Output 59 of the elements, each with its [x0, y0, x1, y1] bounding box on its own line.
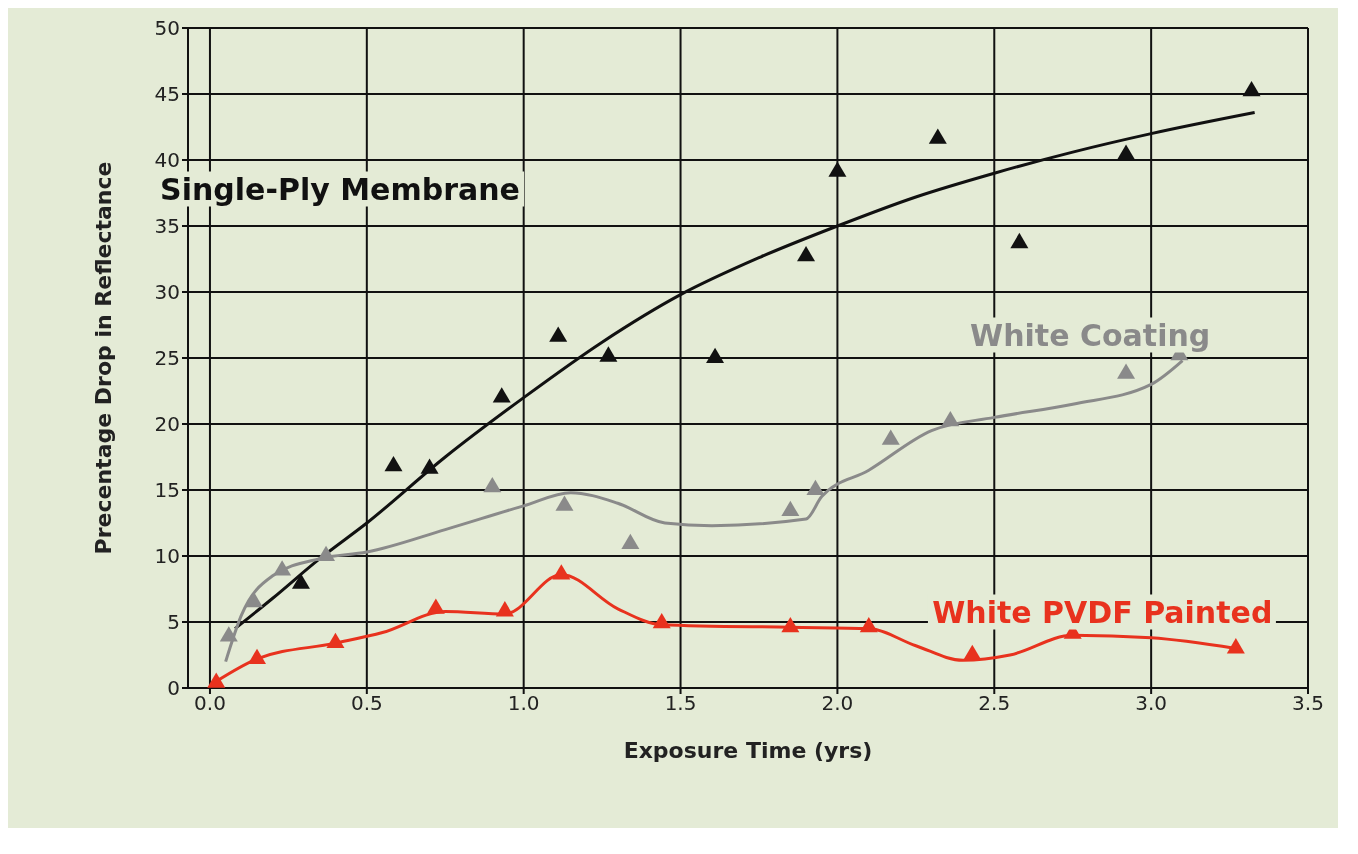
- y-axis-title: Precentage Drop in Reflectance: [90, 161, 116, 555]
- point: [928, 128, 947, 144]
- point: [797, 246, 816, 262]
- y-tick-label: 0: [167, 676, 180, 701]
- point: [207, 672, 226, 688]
- point: [248, 648, 267, 664]
- point: [1010, 232, 1029, 249]
- point: [599, 346, 618, 362]
- point: [859, 616, 878, 633]
- point: [317, 545, 336, 561]
- point: [291, 573, 310, 589]
- point: [492, 387, 511, 403]
- y-tick-label: 50: [154, 16, 180, 41]
- point: [621, 533, 640, 550]
- point: [420, 458, 439, 474]
- x-tick-label: 2.0: [821, 691, 854, 716]
- text: Single-Ply Membrane: [156, 171, 524, 207]
- point: [652, 613, 671, 629]
- point: [495, 601, 514, 617]
- point: [963, 644, 982, 660]
- point: [552, 564, 571, 580]
- point: [828, 161, 847, 177]
- point: [549, 326, 568, 342]
- point: [326, 632, 345, 649]
- point: [806, 479, 825, 495]
- point: [781, 500, 800, 517]
- series-label: White PVDF Painted: [928, 594, 1277, 630]
- y-tick-label: 15: [154, 478, 180, 503]
- point: [706, 347, 725, 363]
- y-tick-label: 40: [154, 148, 180, 173]
- x-tick-label: 1.0: [507, 691, 540, 716]
- point: [881, 429, 900, 445]
- point: [555, 495, 574, 511]
- x-tick-label: 3.0: [1135, 691, 1168, 716]
- point: [384, 455, 403, 472]
- y-tick-label: 10: [154, 544, 180, 569]
- point: [781, 616, 800, 633]
- point: [941, 411, 960, 427]
- x-axis-title: Exposure Time (yrs): [623, 738, 873, 763]
- point: [1226, 638, 1245, 654]
- point: [1242, 81, 1261, 97]
- x-tick-label: 2.5: [978, 691, 1011, 716]
- x-tick-label: 0.0: [194, 691, 226, 716]
- x-tick-label: 0.5: [350, 691, 383, 716]
- point: [483, 477, 502, 493]
- y-tick-label: 20: [154, 412, 180, 437]
- point: [219, 626, 238, 642]
- x-tick-label: 3.5: [1292, 691, 1324, 716]
- y-tick-label: 35: [154, 214, 180, 239]
- y-tick-label: 45: [154, 82, 180, 107]
- y-tick-label: 30: [154, 280, 180, 305]
- y-tick-label: 5: [167, 610, 180, 635]
- x-tick-label: 1.5: [664, 691, 697, 716]
- y-tick-label: 25: [154, 346, 180, 371]
- point: [1117, 363, 1136, 379]
- point: [1117, 144, 1136, 160]
- point: [426, 598, 445, 614]
- series-label: White Coating: [966, 317, 1215, 353]
- point: [273, 560, 292, 576]
